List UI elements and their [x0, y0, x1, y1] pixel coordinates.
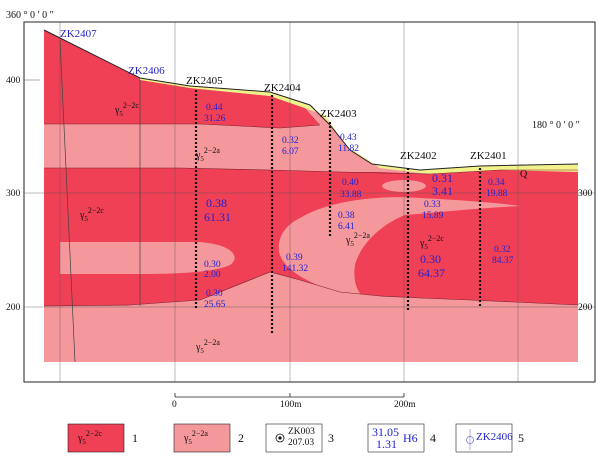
- grade-thickness: 84.37: [492, 256, 514, 266]
- grade-value: 0.30: [206, 289, 223, 299]
- elevation-grid: [24, 22, 595, 382]
- grade-value: 0.33: [424, 200, 441, 210]
- legend-hole-depth: 207.03: [288, 438, 314, 448]
- legend-label: γ52−2a: [183, 429, 208, 446]
- contact-upper: [44, 123, 321, 129]
- legend-box-planned-hole: [455, 423, 513, 453]
- grade-value: 0.38: [206, 196, 227, 210]
- quaternary-label: Q: [520, 169, 528, 180]
- grade-annotations: 0.44 31.26 0.32 6.07 0.43 11.82 0.38 61.…: [204, 103, 514, 310]
- grade-value: 0.43: [340, 133, 357, 143]
- section-body: [43, 29, 579, 362]
- grade-value: 0.38: [338, 211, 355, 221]
- scale-bar: [174, 393, 405, 398]
- grade-thickness: 141.32: [282, 264, 308, 274]
- legend-number: 2: [238, 431, 244, 445]
- grade-thickness: 19.88: [486, 189, 508, 199]
- grade-thickness: 2.00: [204, 270, 221, 280]
- grade-value: 0.34: [488, 178, 505, 188]
- elevation-right-200: 200: [578, 303, 593, 313]
- grade-thickness: 3.41: [432, 184, 453, 198]
- unit-2-2c-upper: [44, 30, 320, 128]
- grade-thickness: 64.37: [418, 266, 445, 280]
- unit-label: γ52−2a: [195, 146, 220, 163]
- elevation-400: 400: [6, 76, 21, 86]
- legend-box-drillhole: [265, 423, 323, 453]
- unit-2-2a-lens: [278, 197, 520, 300]
- legend-grade: 31.05: [372, 425, 399, 439]
- grade-thickness: 6.07: [282, 147, 299, 157]
- unit-label: γ52−2a: [195, 338, 220, 355]
- quaternary-cover: [140, 78, 578, 174]
- elevation-200: 200: [6, 303, 21, 313]
- unit-2-2a-lower: [44, 272, 578, 362]
- legend-number: 3: [328, 431, 334, 445]
- orientation-left: 360 ° 0 ′ 0 ″: [6, 10, 54, 21]
- elevation-300: 300: [6, 189, 21, 199]
- legend-box-grade: [367, 423, 425, 453]
- grade-value: 0.32: [282, 136, 299, 146]
- grade-value: 0.30: [204, 260, 221, 270]
- grade-value: 0.40: [342, 178, 359, 188]
- grade-thickness: 31.26: [204, 114, 226, 124]
- grade-value: 0.39: [286, 253, 303, 263]
- grade-thickness: 33.88: [340, 190, 362, 200]
- legend-planned-hole: ZK2406: [476, 431, 513, 443]
- drill-holes: [59, 39, 482, 363]
- legend-thickness: 1.31: [376, 437, 397, 451]
- unit-labels: γ52−2c γ52−2a γ52−2c γ52−2a γ52−2c γ52−2…: [79, 101, 528, 355]
- contact-mid: [44, 167, 578, 175]
- elevation-right-300: 300: [578, 189, 593, 199]
- grade-value: 0.31: [432, 171, 453, 185]
- scale-label: 200m: [394, 400, 416, 410]
- grade-value: 0.44: [206, 103, 223, 113]
- legend-number: 1: [132, 431, 138, 445]
- drill-hole-label: ZK2405: [186, 75, 223, 87]
- contact-lower: [43, 271, 579, 307]
- unit-label: γ52−2c: [419, 234, 444, 251]
- legend-label: γ52−2c: [77, 429, 102, 446]
- grade-thickness: 61.31: [204, 210, 231, 224]
- scale-label: 0: [172, 400, 177, 410]
- unit-2-2a-lens-left: [60, 242, 235, 274]
- grade-thickness: 15.89: [422, 211, 444, 221]
- grade-value: 0.32: [494, 245, 511, 255]
- drill-hole-label: ZK2403: [320, 108, 357, 120]
- drill-hole-line: [59, 39, 76, 363]
- drillhole-symbol-icon: [275, 433, 285, 443]
- grade-value: 0.30: [420, 252, 441, 266]
- legend-number: 5: [518, 431, 524, 445]
- drill-hole-label: ZK2404: [264, 82, 301, 94]
- drillhole-symbol-dot-icon: [278, 436, 282, 440]
- unit-label: γ52−2c: [79, 206, 104, 223]
- legend-swatch-2-2c: [67, 423, 125, 453]
- drill-hole-label: ZK2402: [400, 150, 437, 162]
- legend-code: H6: [403, 431, 418, 445]
- drill-hole-label: ZK2407: [60, 28, 97, 40]
- scale-label: 100m: [280, 400, 302, 410]
- section-frame: [23, 21, 596, 383]
- legend-hole: ZK003: [288, 427, 315, 437]
- unit-label: γ52−2c: [114, 101, 139, 118]
- grade-thickness: 6.41: [338, 222, 355, 232]
- legend: γ52−2c 1 γ52−2a 2 ZK003 207.03 3 31.05 1…: [67, 423, 524, 453]
- drill-hole-label: ZK2401: [470, 150, 507, 162]
- ground-surface: [43, 29, 579, 171]
- orientation-right: 180 ° 0 ′ 0 ″: [532, 120, 580, 131]
- legend-swatch-2-2a: [173, 423, 231, 453]
- unit-label: γ52−2a: [345, 231, 370, 248]
- drill-hole-label: ZK2406: [128, 65, 165, 77]
- legend-number: 4: [430, 431, 436, 445]
- grade-thickness: 11.82: [338, 144, 359, 154]
- grade-thickness: 25.65: [204, 300, 226, 310]
